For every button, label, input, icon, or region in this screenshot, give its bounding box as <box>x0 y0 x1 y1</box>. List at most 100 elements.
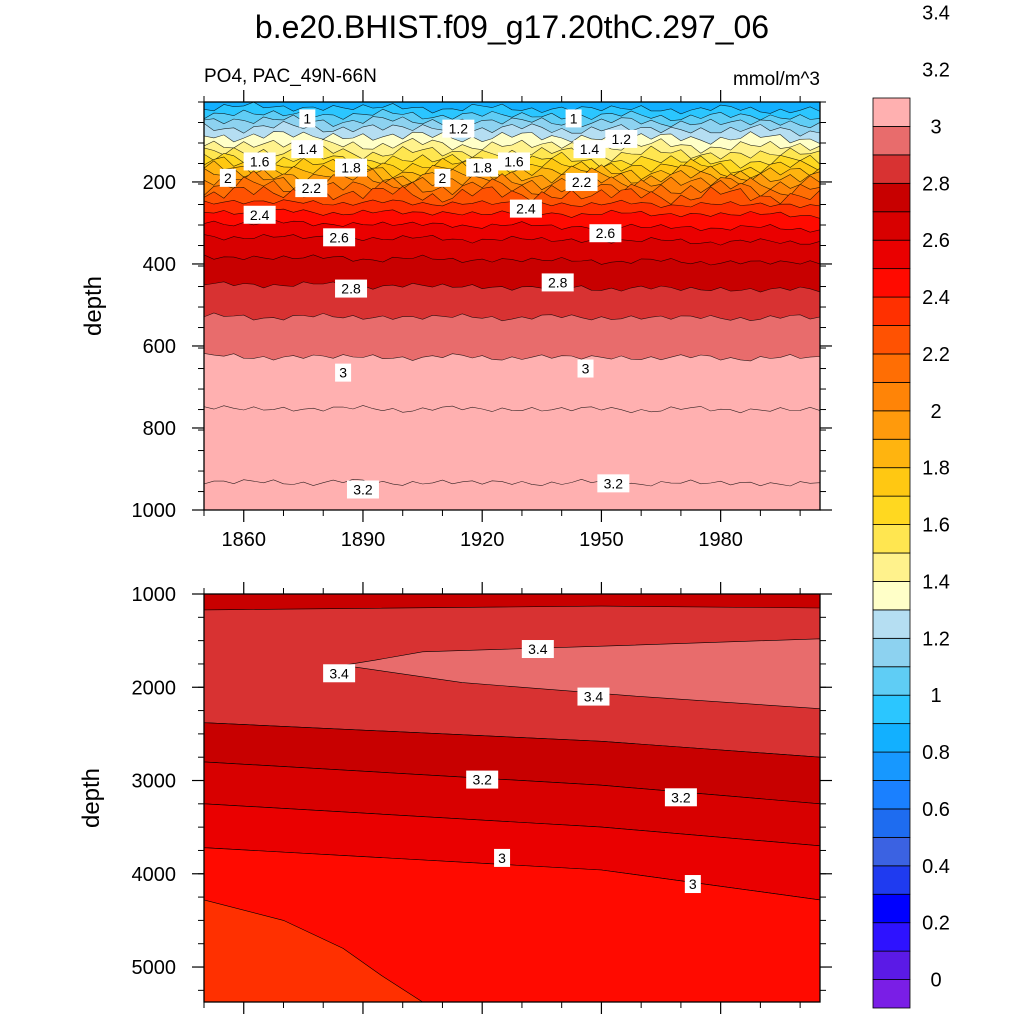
upper-contour-label: 2.2 <box>295 179 328 198</box>
contour-label-box <box>442 119 475 138</box>
upper-contour-label: 1.4 <box>291 140 324 159</box>
colorbar-swatch <box>872 154 911 184</box>
contour-label-text: 1.2 <box>449 121 469 137</box>
contour-label-text: 2.2 <box>572 174 592 190</box>
upper-contour-label: 1.2 <box>442 119 475 138</box>
upper-axes: 1860 1890 1920 1950 1980 200 400 600 800 1000 <box>132 90 832 551</box>
contour-label-text: 3.2 <box>353 481 373 497</box>
upper-x-tick-label: 1860 <box>221 529 266 551</box>
lower-contour-label: 3.4 <box>323 664 356 683</box>
contour-label-text: 1.8 <box>341 160 361 176</box>
contour-label-box <box>291 140 324 159</box>
contour-label-box <box>497 152 530 171</box>
colorbar-label: 1.8 <box>922 458 950 480</box>
colorbar-swatch <box>872 666 911 696</box>
upper-contour-label: 2.4 <box>509 199 542 218</box>
contour-label-box <box>335 363 352 382</box>
colorbar-swatch <box>872 609 911 639</box>
upper-y-axis-label: depth <box>80 276 107 336</box>
contour-label-box <box>434 168 451 187</box>
contour-label-text: 1.6 <box>504 153 524 169</box>
contour-label-box <box>295 179 328 198</box>
contour-label-box <box>589 224 622 243</box>
colorbar-label: 2.2 <box>922 344 950 366</box>
upper-contour-labels: 1 1.2 1 1.2 1.4 1.4 1.6 1.6 1.8 1.8 2 2 2.2 2.2 2.4 2.4… <box>219 109 638 499</box>
contour-label-box <box>684 875 701 894</box>
contour-label-text: 3 <box>582 361 590 377</box>
lower-y-tick-label: 4000 <box>132 864 177 886</box>
colorbar-swatch <box>872 808 911 838</box>
upper-contour-label: 1.6 <box>243 152 276 171</box>
colorbar-swatch <box>872 922 911 952</box>
colorbar-swatch <box>872 353 911 383</box>
upper-contour-label: 1 <box>299 109 316 128</box>
upper-contour-label: 2.8 <box>541 273 574 292</box>
contour-label-box <box>509 199 542 218</box>
lower-panel: 3.4 3.4 3.4 3.2 3.2 3 3 1000 2000 3000 4000 5000 d… <box>78 582 832 1014</box>
units-label: mmol/m^3 <box>733 69 820 90</box>
upper-contour-label: 2.6 <box>589 224 622 243</box>
upper-y-tick-label: 400 <box>143 254 176 276</box>
upper-contour-label: 3 <box>335 363 352 382</box>
colorbar-swatch <box>872 182 911 213</box>
upper-contour-label: 1.8 <box>335 158 368 177</box>
lower-contour-label: 3.4 <box>577 687 610 706</box>
contour-label-box <box>597 474 630 493</box>
colorbar-label: 2.8 <box>922 173 950 195</box>
contour-label-text: 2.4 <box>516 201 536 217</box>
contour-label-box <box>323 228 356 247</box>
contour-label-box <box>605 129 638 148</box>
contour-label-box <box>346 480 379 499</box>
upper-contour-label: 1.2 <box>605 129 638 148</box>
colorbar-label: 0.2 <box>922 913 950 935</box>
upper-x-tick-label: 1980 <box>698 529 743 551</box>
colorbar-label: 3.2 <box>922 60 950 82</box>
contour-label-text: 2.8 <box>341 281 361 297</box>
contour-label-box <box>565 172 598 191</box>
contour-label-text: 2.2 <box>302 180 322 196</box>
colorbar-swatch <box>872 694 911 725</box>
contour-label-text: 3.2 <box>604 475 624 491</box>
contour-label-box <box>541 273 574 292</box>
contour-label-text: 3.2 <box>671 789 691 805</box>
contour-label-text: 3 <box>339 365 347 381</box>
upper-contour-label: 2 <box>219 168 236 187</box>
upper-contour-label: 1 <box>565 109 582 128</box>
upper-contour-label: 3 <box>577 359 594 378</box>
colorbar-label: 0.6 <box>922 799 950 821</box>
contour-label-text: 2 <box>224 170 232 186</box>
colorbar-label: 0.4 <box>922 856 950 878</box>
lower-y-tick-label: 5000 <box>132 957 177 979</box>
contour-label-text: 1.4 <box>580 141 600 157</box>
upper-x-tick-label: 1950 <box>579 529 624 551</box>
upper-contour-label: 1.8 <box>466 158 499 177</box>
contour-label-text: 2.4 <box>250 207 270 223</box>
contour-label-box <box>494 848 511 867</box>
contour-label-box <box>243 152 276 171</box>
contour-label-box <box>466 158 499 177</box>
contour-label-text: 2 <box>439 170 447 186</box>
colorbar-swatch <box>872 950 911 980</box>
contour-label-box <box>577 359 594 378</box>
colorbar-swatch <box>872 239 911 270</box>
colorbar-swatch <box>872 979 911 1009</box>
upper-contour-label: 2.8 <box>335 279 368 298</box>
lower-contour-labels: 3.4 3.4 3.4 3.2 3.2 3 3 <box>323 640 701 894</box>
lower-contour-fill <box>204 594 820 1002</box>
colorbar-swatch <box>872 211 911 241</box>
colorbar-swatch <box>872 723 911 753</box>
contour-label-text: 1.6 <box>250 153 270 169</box>
upper-contour-fill <box>204 102 820 510</box>
upper-contour-label: 1.4 <box>573 140 606 159</box>
contour-label-text: 1 <box>570 110 578 126</box>
colorbar-swatch <box>872 751 911 781</box>
colorbar-label: 0 <box>930 970 941 992</box>
lower-y-axis-label: depth <box>78 768 105 828</box>
colorbar-swatch <box>872 552 911 582</box>
contour-label-box <box>521 640 554 659</box>
colorbar-swatch <box>872 581 911 611</box>
upper-y-tick-label: 600 <box>143 336 176 358</box>
colorbar: 3.4 3.2 3 2.8 2.6 2.4 2.2 2 1.8 1.6 1.4 1.2 1 0.8 0.6 0… <box>872 3 950 1009</box>
contour-label-box <box>335 158 368 177</box>
